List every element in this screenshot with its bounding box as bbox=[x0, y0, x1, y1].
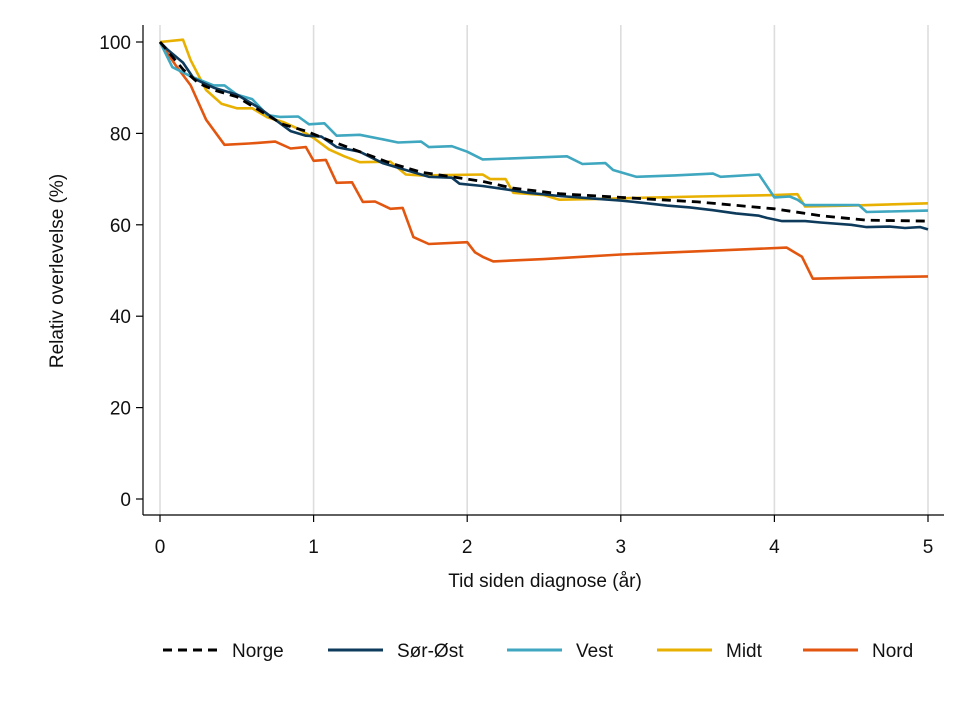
x-tick-label: 1 bbox=[308, 537, 319, 558]
axes bbox=[142, 25, 944, 516]
x-tick-label: 2 bbox=[462, 537, 473, 558]
y-axis-title: Relativ overlevelse (%) bbox=[47, 174, 68, 368]
y-tick-label: 60 bbox=[110, 216, 131, 237]
y-tick-label: 80 bbox=[110, 124, 131, 145]
series-line-midt bbox=[159, 38, 929, 208]
grid-lines bbox=[159, 25, 929, 515]
x-tick-label: 3 bbox=[616, 537, 627, 558]
y-tick-label: 0 bbox=[120, 490, 131, 511]
legend-label: Vest bbox=[576, 641, 614, 662]
series-line-norge bbox=[158, 41, 929, 223]
x-tick-label: 5 bbox=[923, 537, 934, 558]
series-lines bbox=[158, 38, 929, 280]
x-tick-label: 4 bbox=[769, 537, 780, 558]
legend-label: Sør-Øst bbox=[397, 641, 464, 662]
y-tick-label: 40 bbox=[110, 307, 131, 328]
y-tick-label: 100 bbox=[99, 33, 131, 54]
legend-label: Midt bbox=[726, 641, 763, 662]
series-line-vest bbox=[158, 41, 929, 214]
legend: Norge Sør-Øst Vest Midt Nord bbox=[163, 641, 913, 662]
series-line-nord bbox=[158, 41, 929, 280]
legend-label: Nord bbox=[872, 641, 913, 662]
legend-label: Norge bbox=[232, 641, 284, 662]
x-axis-title: Tid siden diagnose (år) bbox=[448, 571, 642, 592]
series-line-srst bbox=[159, 41, 929, 231]
y-tick-label: 20 bbox=[110, 399, 131, 420]
x-tick-label: 0 bbox=[155, 537, 166, 558]
x-axis-ticks: 0 1 2 3 4 5 bbox=[155, 515, 934, 558]
y-axis-ticks: 0 20 40 60 80 100 bbox=[99, 33, 143, 511]
